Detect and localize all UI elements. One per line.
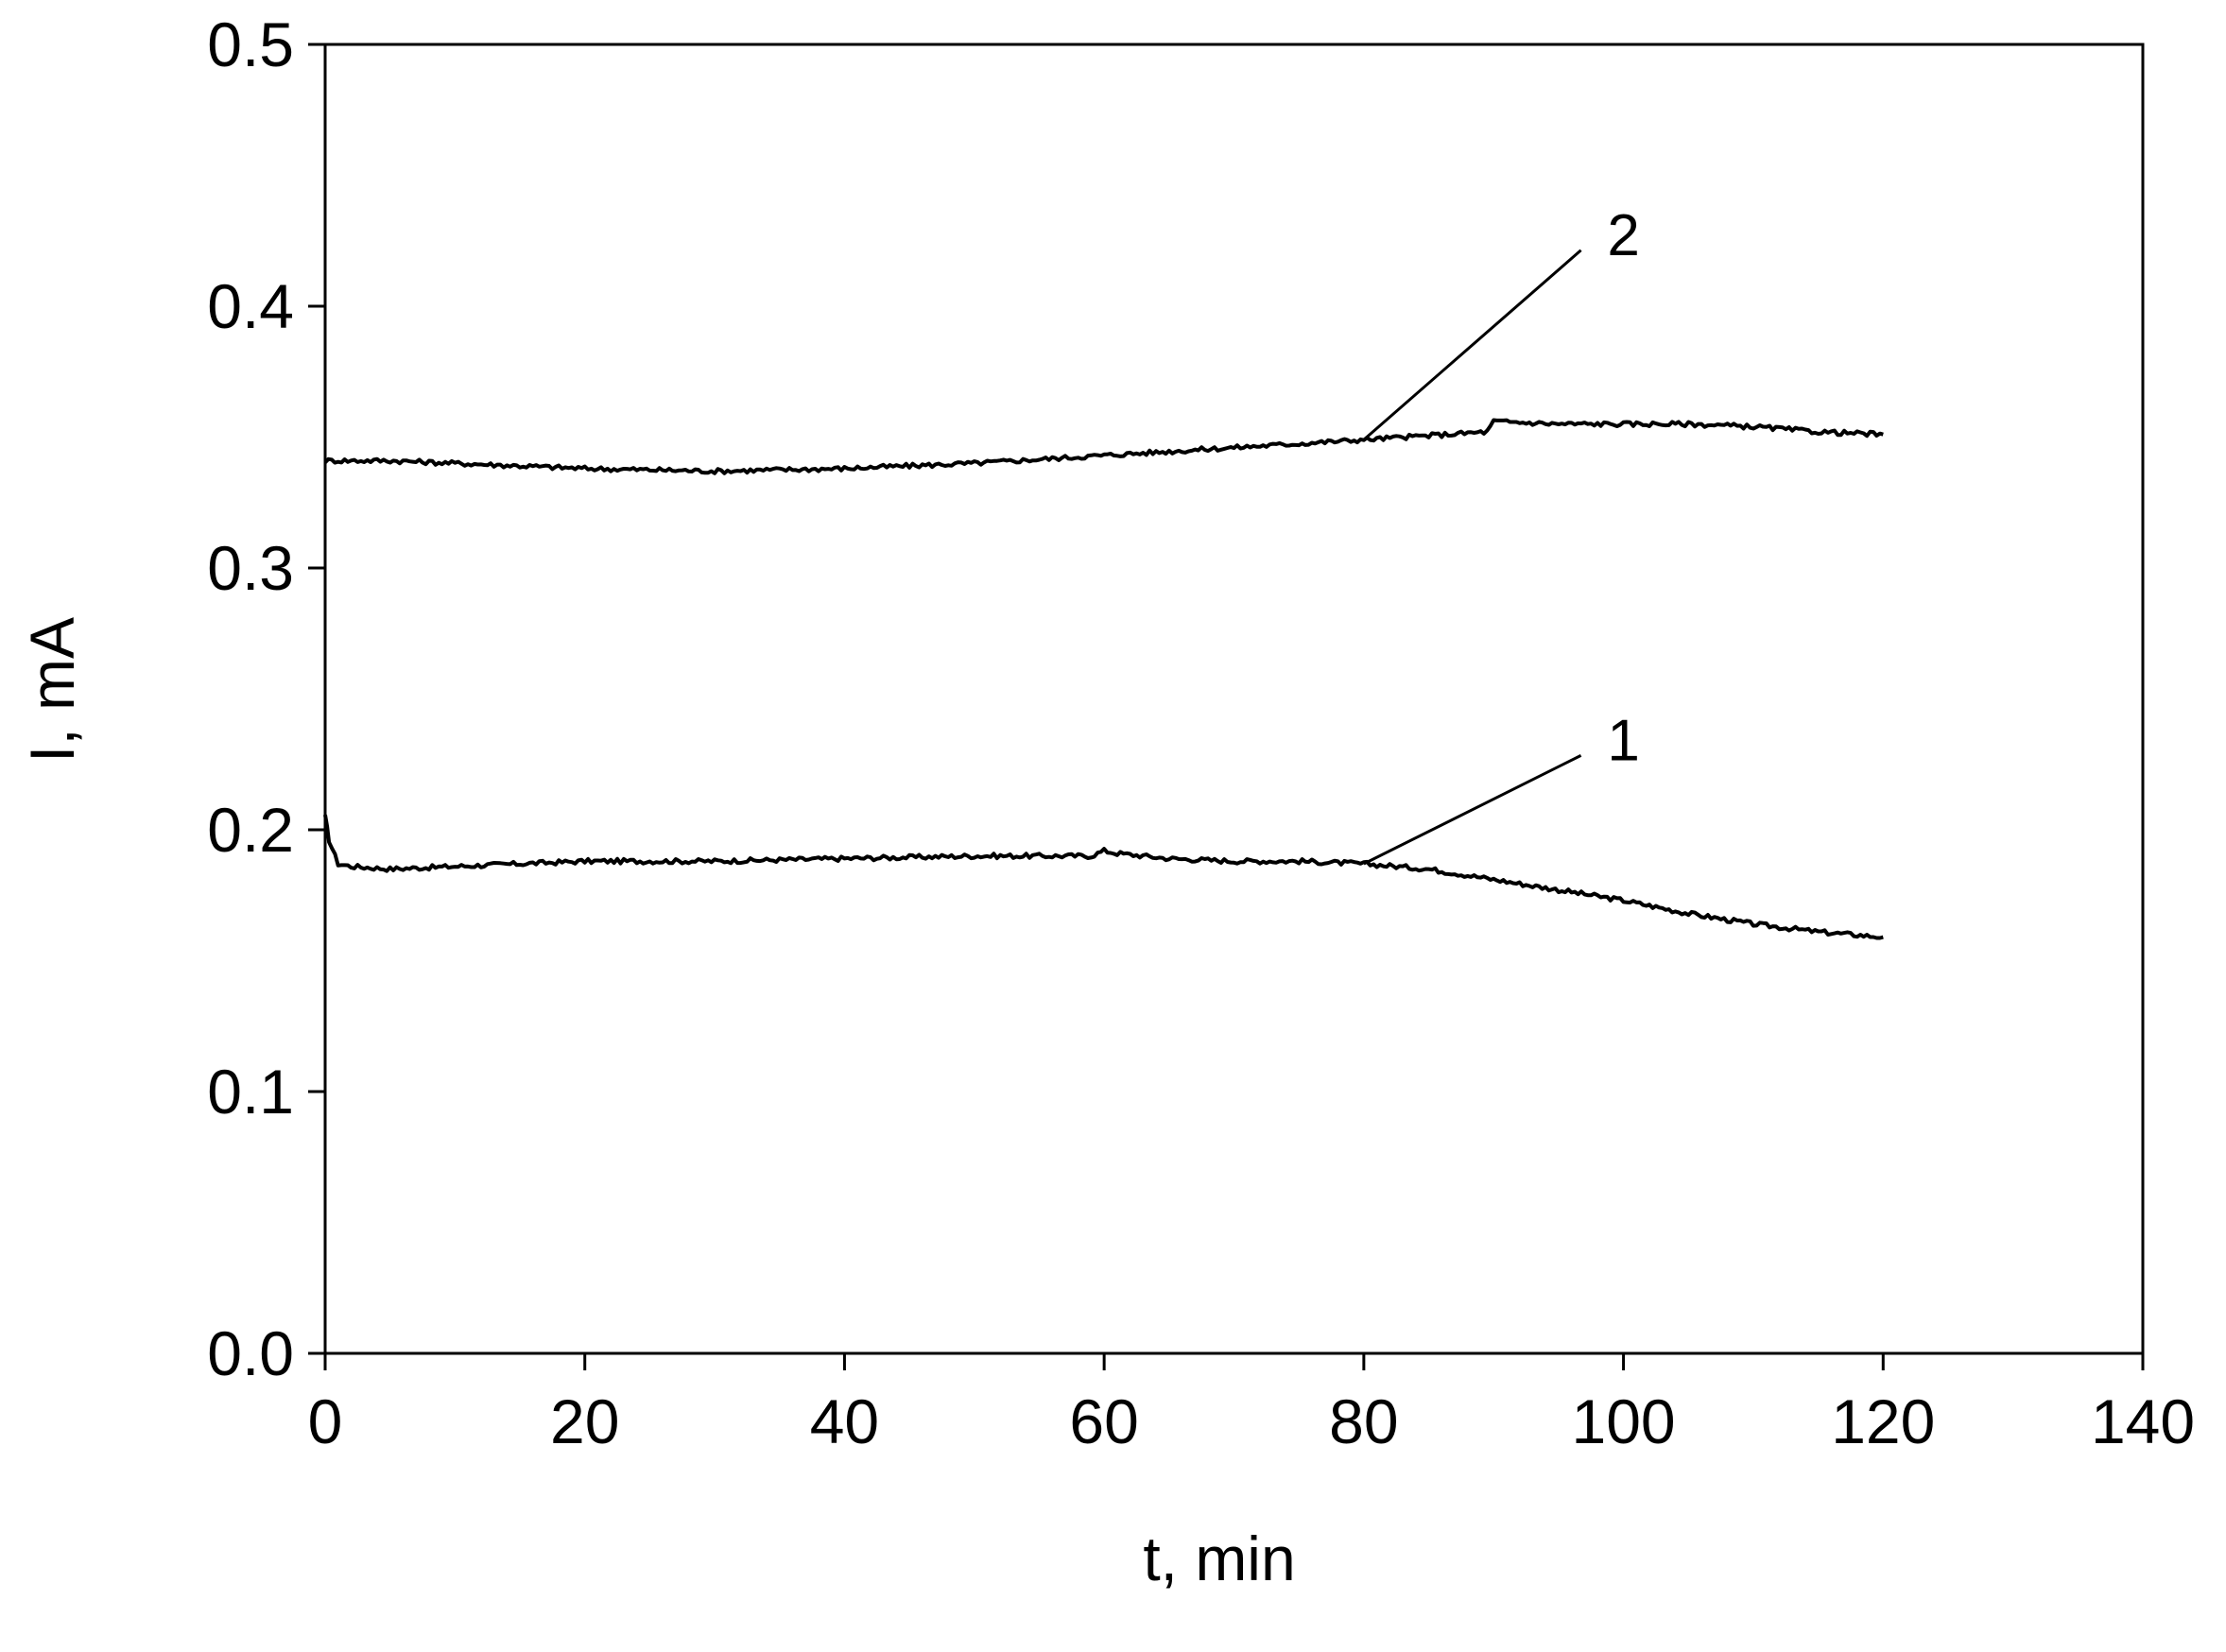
- y-tick-label: 0.1: [207, 1057, 294, 1127]
- x-tick-label: 80: [1329, 1386, 1398, 1456]
- series-1-label: 1: [1607, 708, 1639, 773]
- y-tick-label: 0.2: [207, 795, 294, 865]
- x-tick-label: 20: [550, 1386, 619, 1456]
- series-1-leader-line: [1363, 754, 1582, 866]
- series-line-2: [323, 418, 1884, 475]
- series-2-leader-line: [1362, 249, 1582, 441]
- y-tick-label: 0.0: [207, 1318, 294, 1388]
- y-tick-label: 0.3: [207, 533, 294, 603]
- x-tick-label: 0: [308, 1386, 343, 1456]
- annotation-layer: 12: [1362, 203, 1640, 866]
- series-line-1: [323, 814, 1884, 940]
- x-tick-label: 140: [2091, 1386, 2195, 1456]
- series-layer: [323, 418, 1884, 940]
- x-tick-label: 120: [1831, 1386, 1935, 1456]
- axes-layer: 0 20 40 60 80 100 120 140 0.0 0.1 0.2 0.3 0.4 0.5: [207, 9, 2195, 1456]
- x-tick-label: 100: [1572, 1386, 1676, 1456]
- y-axis-label: I, mA: [17, 617, 87, 763]
- x-tick-label: 40: [810, 1386, 879, 1456]
- series-2-label: 2: [1607, 203, 1639, 268]
- y-tick-label: 0.5: [207, 9, 294, 79]
- x-axis-label: t, min: [1143, 1523, 1295, 1593]
- plot-frame: [323, 43, 2145, 1355]
- x-tick-label: 60: [1069, 1386, 1138, 1456]
- y-tick-label: 0.4: [207, 271, 294, 341]
